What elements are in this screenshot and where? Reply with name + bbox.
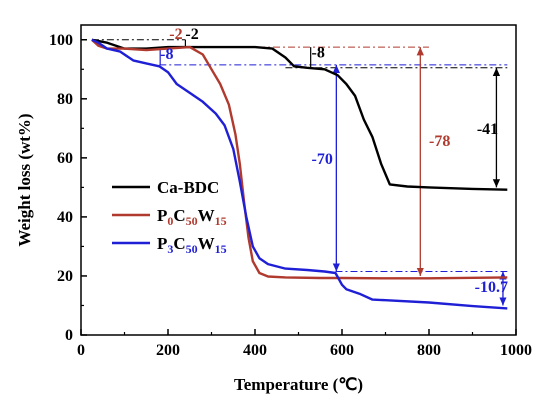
x-tick-label: 600 (330, 342, 354, 359)
legend-label-2: P3C50W15 (157, 234, 227, 256)
y-tick-label: 100 (49, 32, 73, 49)
y-tick-label: 60 (57, 150, 73, 167)
annotations-layer: -2 -2 -8 -8 -70 -78 -41 -10.7 (160, 26, 508, 296)
annotation-label-2: -8 (160, 46, 173, 63)
x-axis-label: Temperature (℃) (234, 375, 363, 394)
x-tick-label: 0 (77, 342, 85, 359)
annotation-label-5: -78 (429, 133, 450, 150)
annotation-label-1: -2 (185, 26, 198, 43)
annotation-label-6: -41 (477, 121, 498, 138)
x-tick-label: 1000 (500, 342, 532, 359)
annotation-label-7: -10.7 (475, 279, 508, 296)
plot-frame (80, 24, 517, 336)
series-line-0 (91, 38, 508, 191)
legend-label-0: Ca-BDC (157, 178, 219, 197)
legend-label-1: P0C50W15 (157, 206, 227, 228)
x-tick-label: 400 (243, 342, 267, 359)
guide-lines (91, 39, 508, 306)
series-line-2 (91, 38, 508, 310)
x-tick-label: 800 (417, 342, 441, 359)
y-axis-label: Weight loss (wt%) (15, 113, 34, 246)
y-tick-label: 80 (57, 91, 73, 108)
y-tick-label: 0 (65, 327, 73, 344)
y-tick-label: 40 (57, 209, 73, 226)
axes: 0 200 400 600 800 1000 0 20 40 60 80 100 (49, 24, 532, 359)
annotation-label-4: -70 (312, 151, 333, 168)
series-line-1 (91, 38, 508, 280)
x-tick-label: 200 (156, 342, 180, 359)
y-tick-label: 20 (57, 268, 73, 285)
annotation-label-3: -8 (312, 44, 325, 61)
annotation-label-0: -2 (169, 26, 182, 43)
legend: Ca-BDC P0C50W15 P3C50W15 (112, 178, 227, 256)
series-layer (91, 38, 508, 310)
